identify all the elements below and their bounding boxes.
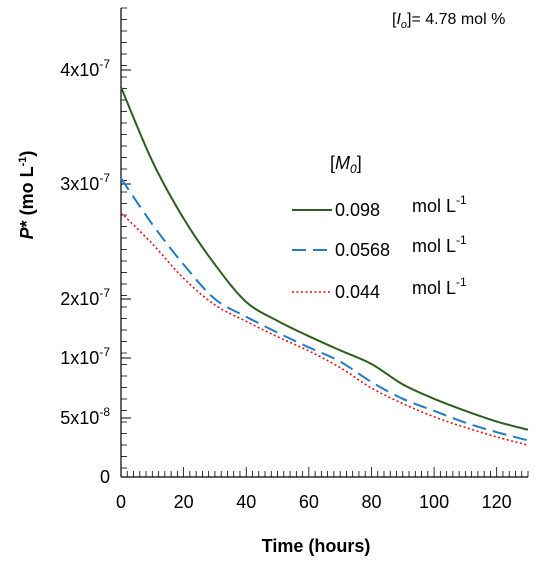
legend-label-3: 0.044 <box>335 282 380 302</box>
axes: 0 5x10-8 1x10-7 2x10-7 3x10-7 4x10-7 0 20 40 60 80… <box>60 7 529 512</box>
legend-unit-2: mol L-1 <box>412 233 467 256</box>
y-tick-label: 5x10-8 <box>60 405 110 428</box>
x-tick-label: 80 <box>361 492 381 512</box>
legend-label-1: 0.098 <box>335 200 380 220</box>
series-line-3 <box>120 212 529 446</box>
x-tick-label: 0 <box>116 492 126 512</box>
x-tick-label: 100 <box>419 492 449 512</box>
x-tick-label: 60 <box>299 492 319 512</box>
x-tick-label: 20 <box>174 492 194 512</box>
legend-unit-3: mol L-1 <box>412 275 467 298</box>
annotation: [Io]= 4.78 mol % <box>392 11 505 31</box>
x-tick-label: 40 <box>236 492 256 512</box>
legend-unit-1: mol L-1 <box>412 193 467 216</box>
legend: [M0] 0.098 mol L-1 0.0568 mol L-1 0.044 mol L… <box>292 153 467 302</box>
x-axis-title: Time (hours) <box>262 536 371 556</box>
y-tick-label: 4x10-7 <box>60 57 110 80</box>
x-tick-label: 120 <box>482 492 512 512</box>
y-axis-title: P* (mo L-1) <box>17 151 37 240</box>
y-tick-label: 1x10-7 <box>60 345 110 368</box>
y-tick-label: 2x10-7 <box>60 286 110 309</box>
legend-label-2: 0.0568 <box>335 240 390 260</box>
series-line-2 <box>120 177 529 442</box>
y-tick-label: 3x10-7 <box>60 171 110 194</box>
series-line-1 <box>120 86 529 431</box>
y-tick-label: 0 <box>100 467 110 487</box>
legend-title: [M0] <box>330 153 362 176</box>
series-layer <box>120 86 529 446</box>
